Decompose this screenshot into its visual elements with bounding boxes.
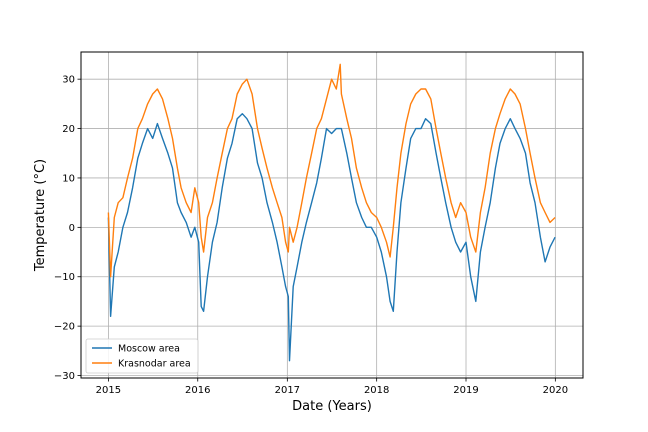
x-axis: 2015 2016 2017 2018 2019 2020 bbox=[96, 378, 568, 396]
legend: Moscow area Krasnodar area bbox=[85, 338, 199, 374]
x-axis-title: Date (Years) bbox=[292, 399, 372, 414]
x-tick-label: 2017 bbox=[275, 385, 300, 396]
x-tick-label: 2016 bbox=[185, 385, 210, 396]
y-tick-label: 10 bbox=[62, 173, 75, 184]
plot-frame bbox=[80, 51, 584, 379]
y-axis: −30 −20 −10 0 10 20 30 bbox=[54, 75, 81, 382]
y-tick-label: −30 bbox=[54, 371, 75, 382]
x-tick-label: 2018 bbox=[364, 385, 389, 396]
x-tick-label: 2015 bbox=[96, 385, 121, 396]
legend-label-moscow: Moscow area bbox=[118, 344, 180, 355]
series-line-krasnodar bbox=[107, 63, 556, 278]
legend-label-krasnodar: Krasnodar area bbox=[118, 359, 191, 370]
y-tick-label: −10 bbox=[54, 272, 75, 283]
y-axis-title: Temperature (°C) bbox=[33, 159, 48, 272]
x-tick-label: 2020 bbox=[543, 385, 568, 396]
gridlines bbox=[81, 52, 583, 378]
y-tick-label: 0 bbox=[69, 223, 75, 234]
y-tick-label: 30 bbox=[62, 75, 75, 86]
legend-box bbox=[85, 338, 199, 374]
series-line-moscow bbox=[107, 112, 556, 362]
series-layer bbox=[107, 63, 556, 362]
x-tick-label: 2019 bbox=[453, 385, 478, 396]
y-tick-label: −20 bbox=[54, 322, 75, 333]
y-tick-label: 20 bbox=[62, 124, 75, 135]
